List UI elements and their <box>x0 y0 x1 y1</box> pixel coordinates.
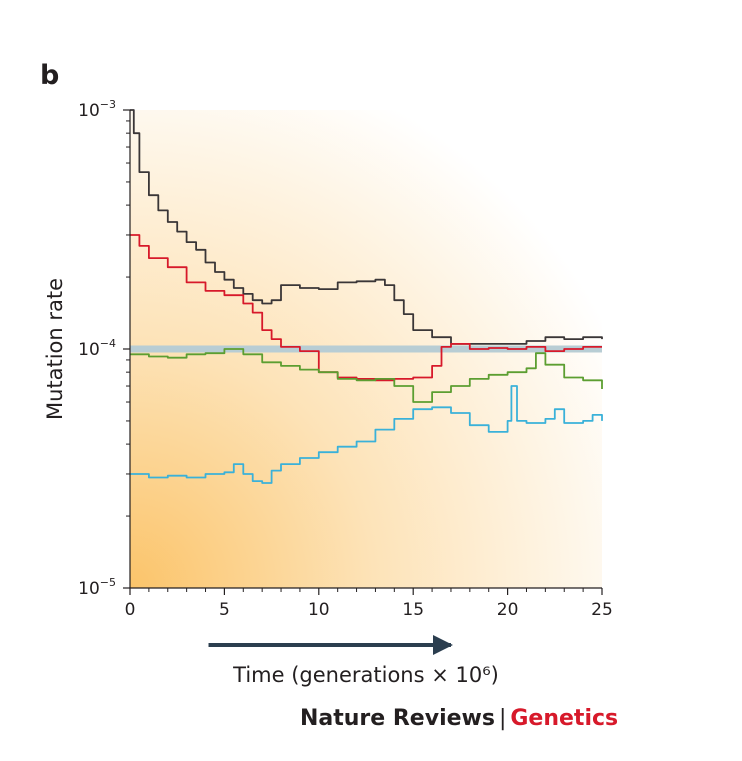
footer-publisher: Nature Reviews <box>300 706 495 731</box>
panel-label: b <box>40 60 59 91</box>
y-tick-label: 10−4 <box>78 337 116 360</box>
x-tick-label: 0 <box>125 600 136 620</box>
footer-journal: Genetics <box>510 706 619 731</box>
y-tick-label: 10−3 <box>78 98 116 121</box>
journal-footer: Nature Reviews | Genetics <box>300 706 618 731</box>
series-line-3 <box>130 348 603 403</box>
footer-separator: | <box>498 706 507 731</box>
x-tick-label: 20 <box>497 600 519 620</box>
mutation-rate-chart: b 10−5 10−4 10−3 0 5 10 15 20 25 Mutation rate T… <box>40 60 613 687</box>
x-tick-label: 5 <box>219 600 230 620</box>
series-line-2 <box>130 234 602 382</box>
series-line-4 <box>130 385 603 484</box>
y-tick-label: 10−5 <box>78 576 116 599</box>
x-tick-label: 10 <box>308 600 330 620</box>
y-axis-title: Mutation rate <box>43 278 67 420</box>
series-line-1 <box>130 109 603 345</box>
x-axis-title: Time (generations × 10⁶) <box>232 663 499 687</box>
x-tick-label: 25 <box>591 600 613 620</box>
x-tick-label: 15 <box>402 600 424 620</box>
